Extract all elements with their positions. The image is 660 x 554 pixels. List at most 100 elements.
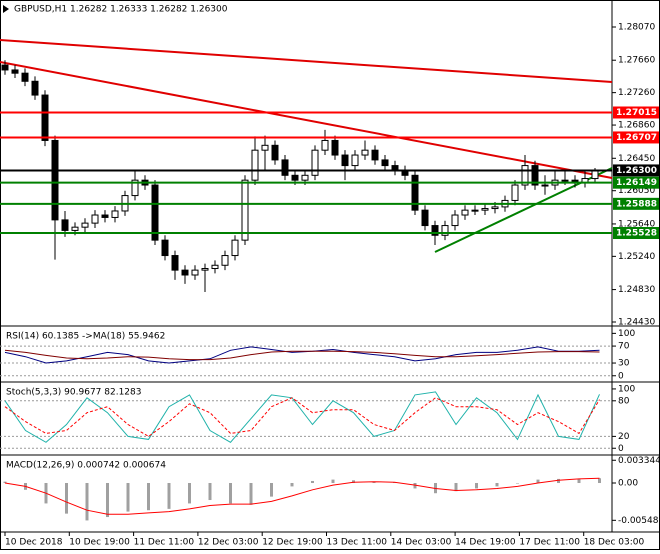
level-box bbox=[613, 106, 659, 119]
candle-body bbox=[271, 144, 279, 161]
candle-body bbox=[561, 179, 569, 182]
candle-body bbox=[361, 149, 369, 156]
candle-body bbox=[21, 72, 29, 82]
candle-body bbox=[41, 94, 49, 141]
macd-bar bbox=[516, 483, 519, 484]
candle-body bbox=[491, 206, 499, 210]
panel-title: MACD(12,26,9) 0.000742 0.000674 bbox=[6, 461, 166, 471]
candle-body bbox=[81, 222, 89, 228]
x-tick-label: 12 Dec 19:00 bbox=[262, 538, 323, 548]
y-tick-label: 0 bbox=[618, 444, 624, 454]
candle-body bbox=[531, 165, 539, 186]
candle-body bbox=[151, 184, 159, 241]
candle-body bbox=[71, 226, 79, 231]
chart-title: GBPUSD,H1 1.26282 1.26333 1.26282 1.2630… bbox=[14, 5, 228, 15]
macd-bar bbox=[557, 478, 560, 484]
candle-body bbox=[51, 139, 59, 221]
x-tick-label: 14 Dec 03:00 bbox=[391, 538, 452, 548]
y-tick-label: 1.24430 bbox=[618, 318, 655, 328]
indicator-line bbox=[4, 397, 600, 437]
y-tick-label: 100 bbox=[618, 329, 635, 339]
y-tick-label: 1.24830 bbox=[618, 285, 655, 295]
y-tick-label: 1.25640 bbox=[618, 219, 655, 229]
macd-bar bbox=[249, 483, 253, 505]
macd-bar bbox=[454, 483, 458, 492]
macd-bar bbox=[413, 483, 417, 489]
macd-bar bbox=[372, 481, 376, 484]
y-tick-label: 1.26450 bbox=[618, 154, 655, 164]
candle-body bbox=[411, 174, 419, 211]
macd-bar bbox=[167, 483, 171, 509]
macd-bar bbox=[208, 483, 212, 501]
candle-body bbox=[261, 144, 269, 151]
candle-body bbox=[1, 64, 9, 71]
y-tick-label: 80 bbox=[618, 396, 630, 406]
candle-body bbox=[541, 184, 549, 187]
y-tick-label: 0 bbox=[618, 371, 624, 381]
title-icon bbox=[3, 5, 9, 13]
y-tick-label: 1.27260 bbox=[618, 88, 655, 98]
macd-bar bbox=[352, 480, 355, 484]
macd-bar bbox=[106, 483, 109, 518]
level-label: 1.25888 bbox=[616, 199, 657, 209]
signal-line bbox=[4, 477, 600, 515]
x-tick-label: 11 Dec 11:00 bbox=[134, 538, 195, 548]
x-tick-label: 10 Dec 2018 bbox=[5, 538, 63, 548]
macd-bar bbox=[495, 483, 499, 487]
y-tick-label: 100 bbox=[618, 384, 635, 394]
candle-body bbox=[481, 208, 489, 211]
candle-body bbox=[431, 225, 439, 236]
candle-body bbox=[111, 210, 119, 218]
candle-body bbox=[181, 269, 189, 276]
y-tick-label: 1.25240 bbox=[618, 252, 655, 262]
candle-body bbox=[341, 154, 349, 167]
macd-bar bbox=[536, 479, 540, 484]
macd-bar bbox=[598, 478, 601, 484]
y-tick-label: 0.00 bbox=[618, 479, 638, 489]
macd-bar bbox=[311, 480, 314, 484]
candle-body bbox=[331, 139, 339, 156]
candle-body bbox=[131, 179, 139, 197]
x-tick-label: 14 Dec 19:00 bbox=[455, 538, 516, 548]
candle-body bbox=[421, 209, 429, 227]
candle-body bbox=[351, 154, 359, 167]
macd-bar bbox=[126, 483, 130, 512]
macd-bar bbox=[65, 483, 68, 514]
candle-body bbox=[171, 255, 179, 271]
x-tick-label: 12 Dec 03:00 bbox=[198, 538, 259, 548]
macd-bar bbox=[3, 481, 7, 484]
candle-body bbox=[191, 269, 199, 276]
macd-bar bbox=[331, 479, 335, 484]
candle-body bbox=[251, 149, 259, 181]
macd-bar bbox=[270, 483, 273, 497]
x-tick-label: 13 Dec 11:00 bbox=[327, 538, 388, 548]
macd-bar bbox=[85, 483, 89, 521]
panel-title: Stoch(5,3,3) 90.9677 82.1283 bbox=[6, 388, 141, 398]
y-tick-label: 70 bbox=[618, 342, 630, 352]
candle-body bbox=[101, 214, 109, 218]
candle-body bbox=[281, 159, 289, 176]
level-label: 1.27015 bbox=[616, 108, 657, 118]
macd-bar bbox=[290, 483, 294, 487]
candle-body bbox=[591, 169, 599, 180]
candle-body bbox=[441, 225, 449, 236]
indicator-line bbox=[4, 391, 600, 443]
candle-body bbox=[451, 214, 459, 227]
level-label: 1.25528 bbox=[616, 229, 657, 239]
level-label: 1.26707 bbox=[616, 133, 657, 143]
candle-body bbox=[311, 149, 319, 176]
candle-body bbox=[291, 174, 299, 181]
macd-bar bbox=[475, 483, 478, 489]
indicator-line bbox=[4, 346, 600, 364]
candle-body bbox=[521, 165, 529, 186]
candle-body bbox=[221, 255, 229, 266]
candle-body bbox=[201, 268, 209, 271]
level-label: 1.26300 bbox=[616, 166, 657, 176]
panel-title: RSI(14) 60.1385 ->MA(18) 55.9462 bbox=[6, 332, 165, 342]
candle-body bbox=[31, 80, 39, 96]
candle-body bbox=[471, 209, 479, 212]
y-tick-label: 1.26860 bbox=[618, 121, 655, 131]
candle-body bbox=[161, 239, 169, 257]
level-label: 1.26149 bbox=[616, 178, 657, 188]
